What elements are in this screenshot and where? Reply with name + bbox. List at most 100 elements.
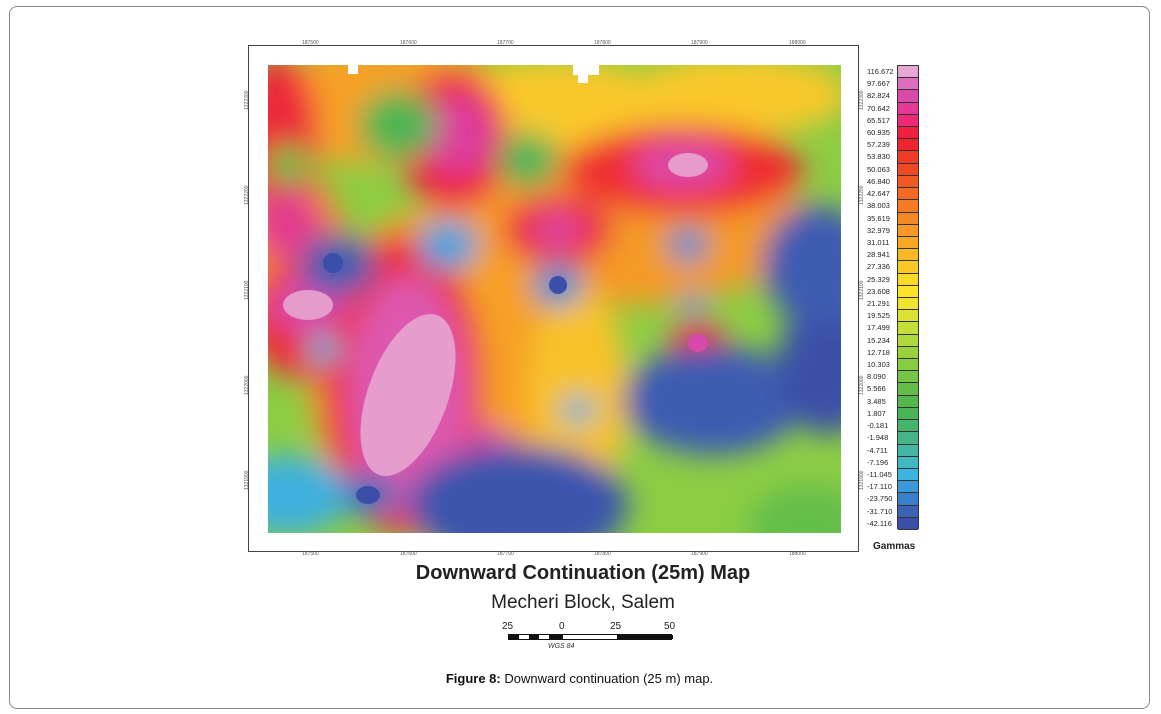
- y-tick-right-5: 1321900: [859, 470, 865, 490]
- x-tick-top-6: 188000: [789, 40, 806, 46]
- legend-swatch: [898, 114, 918, 128]
- legend-swatch: [898, 346, 918, 360]
- legend-label: 31.011: [867, 237, 890, 247]
- legend-label: 65.517: [867, 115, 890, 125]
- y-tick-right-4: 1322000: [859, 375, 865, 395]
- legend-label: 46.840: [867, 176, 890, 186]
- legend-label: 1.807: [867, 408, 886, 418]
- scale-label-4: 50: [664, 621, 676, 632]
- legend-label: -1.948: [867, 433, 889, 443]
- legend-swatch: [898, 102, 918, 115]
- legend-label: -4.711: [867, 445, 888, 455]
- legend-swatch: [898, 310, 918, 323]
- legend-label: 53.830: [867, 152, 890, 162]
- legend-label: 3.485: [867, 396, 886, 406]
- legend-swatch: [898, 175, 918, 189]
- legend-swatch: [898, 493, 918, 506]
- legend-swatch: [898, 481, 918, 494]
- scale-bar: [508, 634, 673, 640]
- scale-segment: [549, 635, 563, 639]
- legend-label: -42.116: [867, 518, 892, 528]
- map-subtitle: Mecheri Block, Salem: [491, 592, 675, 613]
- scale-segment: [529, 635, 539, 639]
- x-tick-bottom-1: 187500: [302, 551, 319, 557]
- legend-swatch: [898, 359, 918, 372]
- x-tick-top-2: 187600: [400, 40, 417, 46]
- color-legend-bar: [897, 65, 919, 530]
- legend-swatch: [898, 224, 918, 237]
- x-tick-bottom-3: 187700: [497, 551, 514, 557]
- y-tick-right-3: 1322100: [859, 280, 865, 300]
- legend-swatch: [898, 139, 918, 152]
- legend-label: 17.499: [867, 323, 890, 333]
- legend-label: 38.003: [867, 201, 890, 211]
- legend-swatch: [898, 420, 918, 433]
- y-tick-left-1: 1322300: [244, 90, 250, 110]
- y-tick-left-2: 1322200: [244, 185, 250, 205]
- legend-swatch: [898, 298, 918, 311]
- legend-label: -0.181: [867, 421, 889, 431]
- legend-label: 19.525: [867, 311, 890, 321]
- legend-swatch: [898, 188, 918, 201]
- magnetic-anomaly-map: [268, 65, 841, 533]
- legend-label: 10.303: [867, 360, 890, 370]
- x-tick-top-1: 187500: [302, 40, 319, 46]
- legend-unit-label: Gammas: [873, 541, 916, 552]
- y-tick-left-4: 1322000: [244, 375, 250, 395]
- legend-swatch: [898, 236, 918, 250]
- y-tick-right-2: 1322200: [859, 185, 865, 205]
- y-tick-left-5: 1321900: [244, 470, 250, 490]
- legend-swatch: [898, 456, 918, 469]
- legend-swatch: [898, 273, 918, 286]
- legend-swatch: [898, 505, 918, 518]
- legend-label: 28.941: [867, 250, 890, 260]
- legend-label: 23.608: [867, 286, 890, 296]
- legend-swatch: [898, 468, 918, 482]
- caption-label: Figure 8:: [445, 671, 501, 686]
- y-tick-right-1: 1322300: [859, 90, 865, 110]
- legend-swatch: [898, 212, 918, 225]
- legend-swatch: [898, 322, 918, 335]
- scale-label-2: 0: [559, 621, 565, 632]
- x-tick-bottom-4: 187800: [594, 551, 611, 557]
- legend-label: 42.647: [867, 189, 890, 199]
- legend-label: 32.979: [867, 225, 890, 235]
- datum-label: WGS 84: [548, 643, 575, 650]
- legend-label: 57.239: [867, 140, 890, 150]
- scale-label-3: 25: [610, 621, 622, 632]
- legend-swatch: [898, 66, 918, 79]
- caption-text: Downward continuation (25 m) map.: [500, 671, 714, 686]
- legend-label: 27.336: [867, 262, 890, 272]
- y-tick-left-3: 1322100: [244, 280, 250, 300]
- legend-swatch: [898, 90, 918, 103]
- legend-swatch: [898, 249, 918, 262]
- x-tick-bottom-5: 187900: [691, 551, 708, 557]
- legend-swatch: [898, 163, 918, 176]
- figure-caption: Figure 8: Downward continuation (25 m) m…: [9, 671, 1150, 686]
- legend-swatch: [898, 200, 918, 213]
- legend-swatch: [898, 407, 918, 421]
- legend-swatch: [898, 151, 918, 164]
- map-title: Downward Continuation (25m) Map: [415, 562, 751, 584]
- legend-label: 60.935: [867, 128, 890, 138]
- legend-swatch: [898, 261, 918, 274]
- legend-label: 21.291: [867, 299, 890, 308]
- legend-swatch: [898, 383, 918, 396]
- legend-swatch: [898, 78, 918, 91]
- legend-swatch: [898, 285, 918, 298]
- x-tick-top-3: 187700: [497, 40, 514, 46]
- legend-swatch: [898, 334, 918, 347]
- x-tick-bottom-2: 187600: [400, 551, 417, 557]
- legend-label: 25.329: [867, 274, 890, 284]
- x-tick-bottom-6: 188000: [789, 551, 806, 557]
- legend-swatch: [898, 395, 918, 408]
- legend-label: 15.234: [867, 335, 890, 345]
- legend-label: 5.566: [867, 384, 886, 394]
- legend-swatch: [898, 371, 918, 384]
- legend-label: -7.196: [867, 457, 889, 467]
- legend-label: 35.619: [867, 213, 890, 223]
- legend-swatch: [898, 444, 918, 457]
- scale-segment: [509, 635, 519, 639]
- legend-swatch: [898, 517, 918, 530]
- legend-label: 116.672: [867, 67, 894, 76]
